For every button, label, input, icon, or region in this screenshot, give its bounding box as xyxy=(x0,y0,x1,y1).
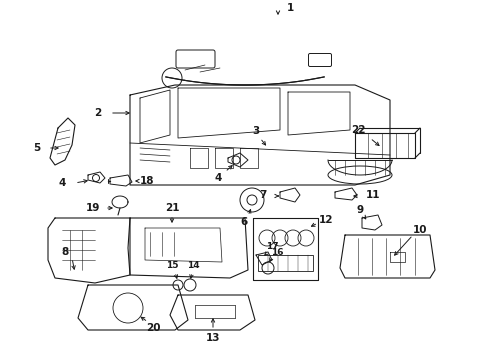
Text: 8: 8 xyxy=(61,247,69,257)
Bar xyxy=(258,255,313,271)
Text: 13: 13 xyxy=(206,333,220,343)
Text: 11: 11 xyxy=(366,190,380,200)
Text: 19: 19 xyxy=(86,203,100,213)
Text: 4: 4 xyxy=(214,173,221,183)
Text: 12: 12 xyxy=(319,215,333,225)
Text: 16: 16 xyxy=(271,248,283,257)
Text: 6: 6 xyxy=(241,217,247,227)
Text: 7: 7 xyxy=(259,190,267,200)
Text: 20: 20 xyxy=(146,323,160,333)
Text: 1: 1 xyxy=(286,3,294,13)
Text: 14: 14 xyxy=(187,261,199,270)
Text: 10: 10 xyxy=(413,225,427,235)
Text: 17: 17 xyxy=(266,242,278,251)
Text: 9: 9 xyxy=(356,205,364,215)
Text: 3: 3 xyxy=(252,126,260,136)
Text: 15: 15 xyxy=(166,261,178,270)
Text: 4: 4 xyxy=(58,178,66,188)
Text: 18: 18 xyxy=(140,176,154,186)
Text: 5: 5 xyxy=(33,143,41,153)
Text: 22: 22 xyxy=(351,125,365,135)
Text: 2: 2 xyxy=(95,108,101,118)
Text: 21: 21 xyxy=(165,203,179,213)
